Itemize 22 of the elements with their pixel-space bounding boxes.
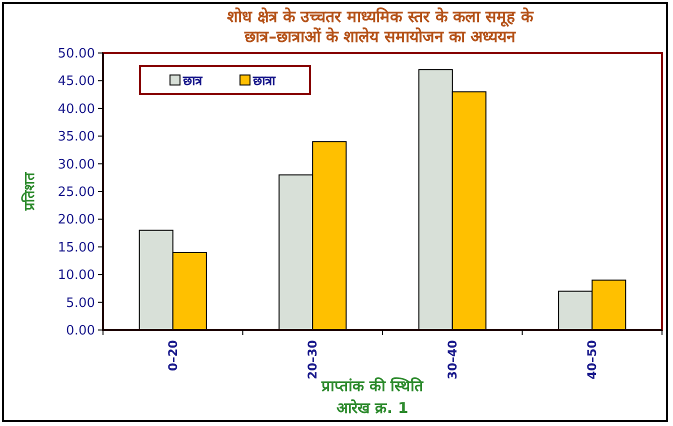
y-tick-label: 25.00 [58,185,95,200]
x-tick-label: 30–40 [445,340,460,380]
x-tick-label: 40–50 [585,340,600,380]
y-tick-label: 10.00 [58,268,95,284]
title: छात्र–छात्राओं के शालेय समायोजन का अध्ययन [244,27,516,46]
x-axis-title: प्राप्तांक की स्थिति [320,377,425,395]
y-tick-label: 0.00 [66,324,95,338]
y-tick-label: 5.00 [66,296,95,311]
y-tick-label: 30.00 [58,157,95,172]
legend-label: छात्रा [252,74,276,89]
y-tick-label: 50.00 [58,46,95,62]
x-tick-label: 0–20 [166,340,180,372]
y-tick-label: 45.00 [58,74,95,90]
text: आरेख क्र. 1 [336,399,408,417]
y-tick-label: 35.00 [58,130,95,145]
y-tick-label: 20.00 [58,212,95,228]
y-tick-label: 15.00 [58,240,95,256]
legend-label: छात्र [182,74,203,89]
y-tick-label: 40.00 [58,102,95,117]
title: शोध क्षेत्र के उच्चतर माध्यमिक स्तर के कला समूह के [226,7,534,26]
y-axis-title: प्रतिशत [21,172,38,212]
x-tick-label: 20–30 [306,340,320,380]
